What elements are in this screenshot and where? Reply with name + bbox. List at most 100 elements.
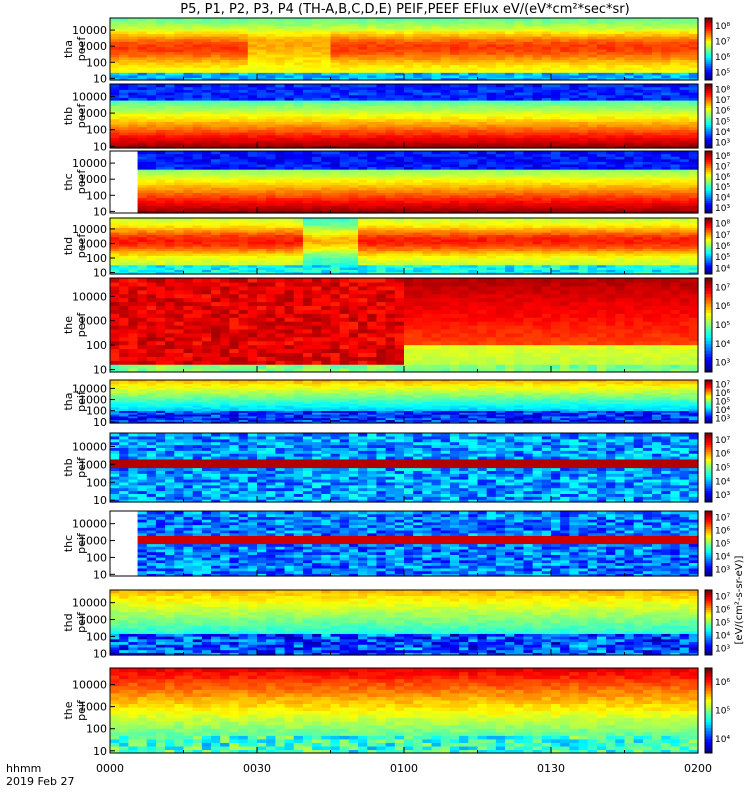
heatmap-cell bbox=[606, 56, 616, 60]
heatmap-cell bbox=[211, 140, 221, 144]
heatmap-cell bbox=[495, 77, 506, 81]
heatmap-cell bbox=[321, 28, 332, 32]
heatmap-cell bbox=[578, 69, 589, 73]
heatmap-cell bbox=[587, 74, 598, 79]
panel-label-probe: thc bbox=[62, 173, 75, 190]
heatmap-cell bbox=[688, 30, 699, 35]
heatmap-cell bbox=[551, 72, 561, 76]
heatmap-cell bbox=[422, 51, 433, 55]
heatmap-cell bbox=[119, 64, 129, 68]
heatmap-cell bbox=[128, 69, 139, 73]
heatmap-cell bbox=[532, 61, 543, 66]
heatmap-cell bbox=[385, 49, 396, 53]
heatmap-cell bbox=[596, 67, 607, 71]
heatmap-cell bbox=[275, 84, 286, 88]
heatmap-cell bbox=[312, 132, 322, 136]
heatmap-cell bbox=[615, 51, 626, 55]
heatmap-cell bbox=[192, 116, 203, 120]
heatmap-cell bbox=[165, 126, 175, 130]
heatmap-cell bbox=[422, 20, 433, 24]
heatmap-cell bbox=[266, 33, 276, 37]
heatmap-cell bbox=[596, 41, 607, 45]
heatmap-cell bbox=[211, 38, 221, 42]
heatmap-cell bbox=[385, 54, 396, 58]
heatmap-cell bbox=[569, 36, 580, 40]
heatmap-cell bbox=[495, 49, 506, 53]
heatmap-cell bbox=[514, 41, 525, 45]
colorbar-cell bbox=[705, 34, 712, 38]
heatmap-cell bbox=[247, 51, 258, 55]
heatmap-cell bbox=[110, 84, 120, 88]
heatmap-cell bbox=[468, 36, 479, 40]
heatmap-cell bbox=[679, 64, 690, 68]
heatmap-cell bbox=[312, 74, 322, 79]
heatmap-cell bbox=[358, 56, 368, 60]
heatmap-cell bbox=[514, 25, 525, 29]
heatmap-cell bbox=[257, 89, 267, 93]
heatmap-cell bbox=[266, 89, 276, 93]
heatmap-cell bbox=[486, 64, 497, 68]
heatmap-cell bbox=[376, 41, 387, 45]
heatmap-cell bbox=[422, 67, 433, 71]
heatmap-cell bbox=[174, 102, 185, 106]
heatmap-cell bbox=[302, 100, 313, 104]
heatmap-cell bbox=[183, 137, 194, 141]
heatmap-cell bbox=[220, 118, 231, 122]
heatmap-cell bbox=[211, 69, 221, 73]
heatmap-cell bbox=[266, 94, 276, 98]
heatmap-cell bbox=[312, 54, 322, 58]
heatmap-cell bbox=[266, 54, 276, 58]
heatmap-cell bbox=[293, 77, 304, 81]
heatmap-cell bbox=[229, 28, 240, 32]
colorbar-label: 10⁵ bbox=[715, 68, 730, 78]
heatmap-cell bbox=[247, 100, 258, 104]
heatmap-cell bbox=[257, 67, 267, 71]
heatmap-cell bbox=[110, 33, 120, 37]
heatmap-cell bbox=[293, 118, 304, 122]
heatmap-cell bbox=[128, 56, 139, 60]
heatmap-cell bbox=[238, 54, 249, 58]
heatmap-cell bbox=[688, 77, 699, 81]
heatmap-cell bbox=[211, 86, 221, 90]
heatmap-cell bbox=[394, 30, 405, 35]
heatmap-cell bbox=[514, 38, 525, 42]
heatmap-cell bbox=[146, 97, 157, 101]
heatmap-cell bbox=[468, 38, 479, 42]
heatmap-cell bbox=[211, 18, 221, 22]
heatmap-cell bbox=[358, 64, 368, 68]
colorbar-label: 10⁷ bbox=[715, 163, 730, 173]
heatmap-cell bbox=[220, 36, 231, 40]
heatmap-cell bbox=[523, 28, 534, 32]
heatmap-cell bbox=[293, 38, 304, 42]
heatmap-cell bbox=[119, 108, 129, 112]
heatmap-cell bbox=[211, 97, 221, 101]
heatmap-cell bbox=[661, 67, 672, 71]
heatmap-cell bbox=[449, 46, 460, 50]
heatmap-cell bbox=[293, 145, 304, 149]
heatmap-cell bbox=[128, 38, 139, 42]
heatmap-cell bbox=[514, 59, 525, 63]
heatmap-cell bbox=[312, 56, 322, 60]
heatmap-cell bbox=[201, 49, 212, 53]
heatmap-cell bbox=[128, 25, 139, 29]
heatmap-cell bbox=[404, 67, 414, 71]
heatmap-cell bbox=[201, 77, 212, 81]
heatmap-cell bbox=[532, 67, 543, 71]
colorbar-cell bbox=[705, 30, 712, 33]
heatmap-cell bbox=[110, 121, 120, 125]
heatmap-cell bbox=[155, 118, 166, 122]
heatmap-cell bbox=[459, 38, 469, 42]
heatmap-cell bbox=[220, 105, 231, 109]
heatmap-cell bbox=[587, 67, 598, 71]
heatmap-cell bbox=[505, 69, 515, 73]
heatmap-cell bbox=[119, 132, 129, 136]
heatmap-cell bbox=[128, 23, 139, 27]
heatmap-cell bbox=[110, 69, 120, 73]
heatmap-cell bbox=[128, 105, 139, 109]
heatmap-cell bbox=[201, 137, 212, 141]
heatmap-cell bbox=[119, 43, 129, 48]
heatmap-cell bbox=[642, 20, 653, 24]
heatmap-cell bbox=[312, 23, 322, 27]
heatmap-cell bbox=[642, 36, 653, 40]
heatmap-cell bbox=[174, 23, 185, 27]
